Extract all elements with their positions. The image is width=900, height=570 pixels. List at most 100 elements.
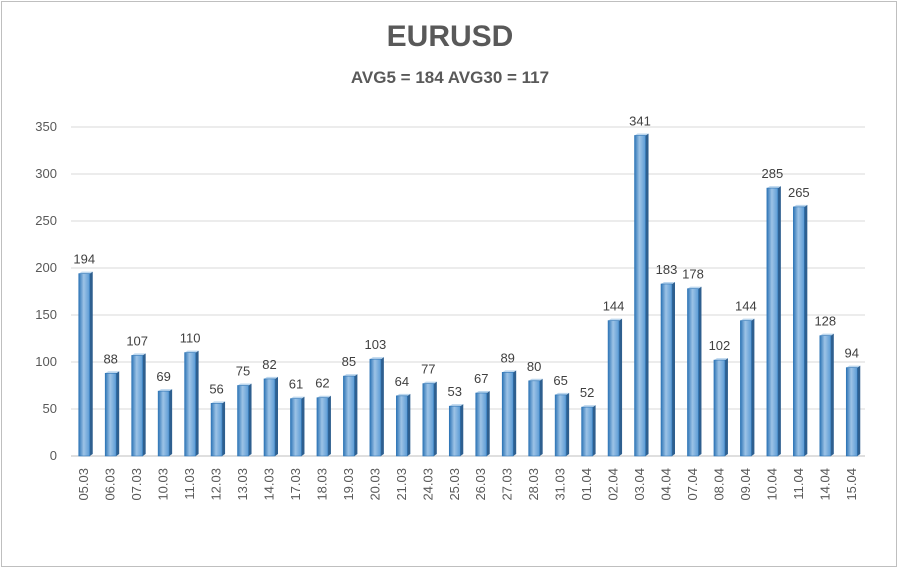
- bar: [396, 395, 408, 457]
- bar: [290, 398, 302, 457]
- bar: [528, 380, 540, 457]
- bar-top: [184, 350, 199, 353]
- data-label: 62: [315, 376, 329, 391]
- data-label: 194: [73, 252, 95, 267]
- y-tick-label: 150: [35, 307, 57, 322]
- data-label: 67: [474, 371, 488, 386]
- data-label: 128: [814, 314, 836, 329]
- bar-top: [316, 395, 331, 398]
- bar-top: [369, 357, 384, 360]
- bar-side: [460, 404, 464, 456]
- data-label: 178: [682, 267, 704, 282]
- bar-side: [407, 393, 411, 456]
- x-tick-label: 08.04: [711, 468, 726, 501]
- bar-side: [724, 358, 728, 456]
- bar: [263, 378, 276, 457]
- data-label: 102: [709, 338, 731, 353]
- bar-top: [661, 281, 675, 284]
- x-tick-label: 11.03: [182, 468, 197, 500]
- bar: [660, 283, 673, 457]
- x-tick-label: 07.03: [129, 468, 144, 501]
- bar-top: [290, 396, 305, 399]
- bar-top: [158, 389, 173, 392]
- data-label: 144: [735, 299, 757, 314]
- bar: [687, 288, 699, 457]
- x-tick-label: 06.03: [103, 468, 118, 501]
- bar-top: [211, 401, 226, 404]
- bar-side: [195, 350, 199, 456]
- bar: [740, 320, 752, 457]
- data-label: 65: [553, 373, 567, 388]
- bar-top: [78, 271, 93, 274]
- y-tick-label: 350: [35, 119, 57, 134]
- bar-side: [248, 383, 252, 456]
- y-tick-label: 250: [35, 213, 57, 228]
- bar: [501, 372, 514, 457]
- bar-side: [486, 391, 490, 456]
- bar: [554, 394, 567, 457]
- y-tick-label: 100: [35, 354, 57, 369]
- data-label: 183: [656, 262, 678, 277]
- bar: [713, 359, 726, 457]
- bar-top: [264, 376, 278, 379]
- data-label: 61: [289, 377, 303, 392]
- bar: [78, 273, 91, 457]
- x-tick-label: 10.04: [764, 468, 779, 501]
- bar: [634, 135, 646, 457]
- bar-side: [566, 392, 570, 456]
- data-label: 77: [421, 362, 435, 377]
- bar-side: [354, 374, 358, 456]
- bar-top: [713, 358, 728, 361]
- x-tick-label: 20.03: [367, 468, 382, 501]
- bar: [448, 405, 461, 457]
- bar: [104, 372, 117, 457]
- x-tick-label: 21.03: [394, 468, 409, 501]
- x-tick-label: 18.03: [314, 468, 329, 501]
- bar-side: [539, 378, 543, 456]
- data-label: 88: [103, 351, 117, 366]
- x-tick-label: 14.03: [262, 468, 277, 501]
- x-tick-label: 12.03: [209, 468, 224, 501]
- bar-top: [237, 383, 252, 386]
- y-tick-label: 300: [35, 166, 57, 181]
- bar-side: [380, 357, 384, 456]
- bar: [845, 367, 858, 457]
- data-label: 53: [448, 384, 462, 399]
- bar-top: [502, 370, 517, 373]
- x-tick-label: 13.03: [235, 468, 250, 501]
- bar-top: [422, 381, 437, 384]
- data-label: 56: [209, 381, 223, 396]
- bar-top: [687, 286, 702, 289]
- data-label: 85: [342, 354, 356, 369]
- bar: [793, 206, 805, 457]
- data-label: 75: [236, 364, 250, 379]
- bar-top: [131, 353, 146, 356]
- bar-side: [169, 389, 173, 456]
- x-tick-label: 05.03: [76, 468, 91, 501]
- bar-side: [89, 271, 93, 456]
- bar: [343, 375, 355, 457]
- data-label: 144: [603, 299, 625, 314]
- bar-top: [555, 392, 570, 395]
- data-label: 94: [845, 346, 859, 361]
- bar-side: [645, 133, 649, 456]
- bar-top: [581, 405, 596, 408]
- x-tick-label: 31.03: [553, 468, 568, 501]
- bar-side: [751, 318, 755, 456]
- data-label: 64: [395, 374, 409, 389]
- x-tick-label: 15.04: [844, 468, 859, 501]
- bar: [766, 187, 779, 457]
- x-tick-label: 01.04: [579, 468, 594, 501]
- bar-side: [301, 396, 305, 456]
- bar-side: [433, 381, 437, 456]
- bar: [237, 385, 249, 457]
- x-tick-label: 04.04: [659, 468, 674, 501]
- bar-side: [142, 353, 146, 456]
- bar: [210, 403, 223, 457]
- x-tick-label: 26.03: [473, 468, 488, 501]
- bar: [475, 392, 488, 457]
- x-tick-label: 11.04: [791, 468, 806, 500]
- bar: [157, 390, 170, 457]
- x-tick-label: 14.04: [817, 468, 832, 501]
- x-tick-label: 02.04: [606, 468, 621, 501]
